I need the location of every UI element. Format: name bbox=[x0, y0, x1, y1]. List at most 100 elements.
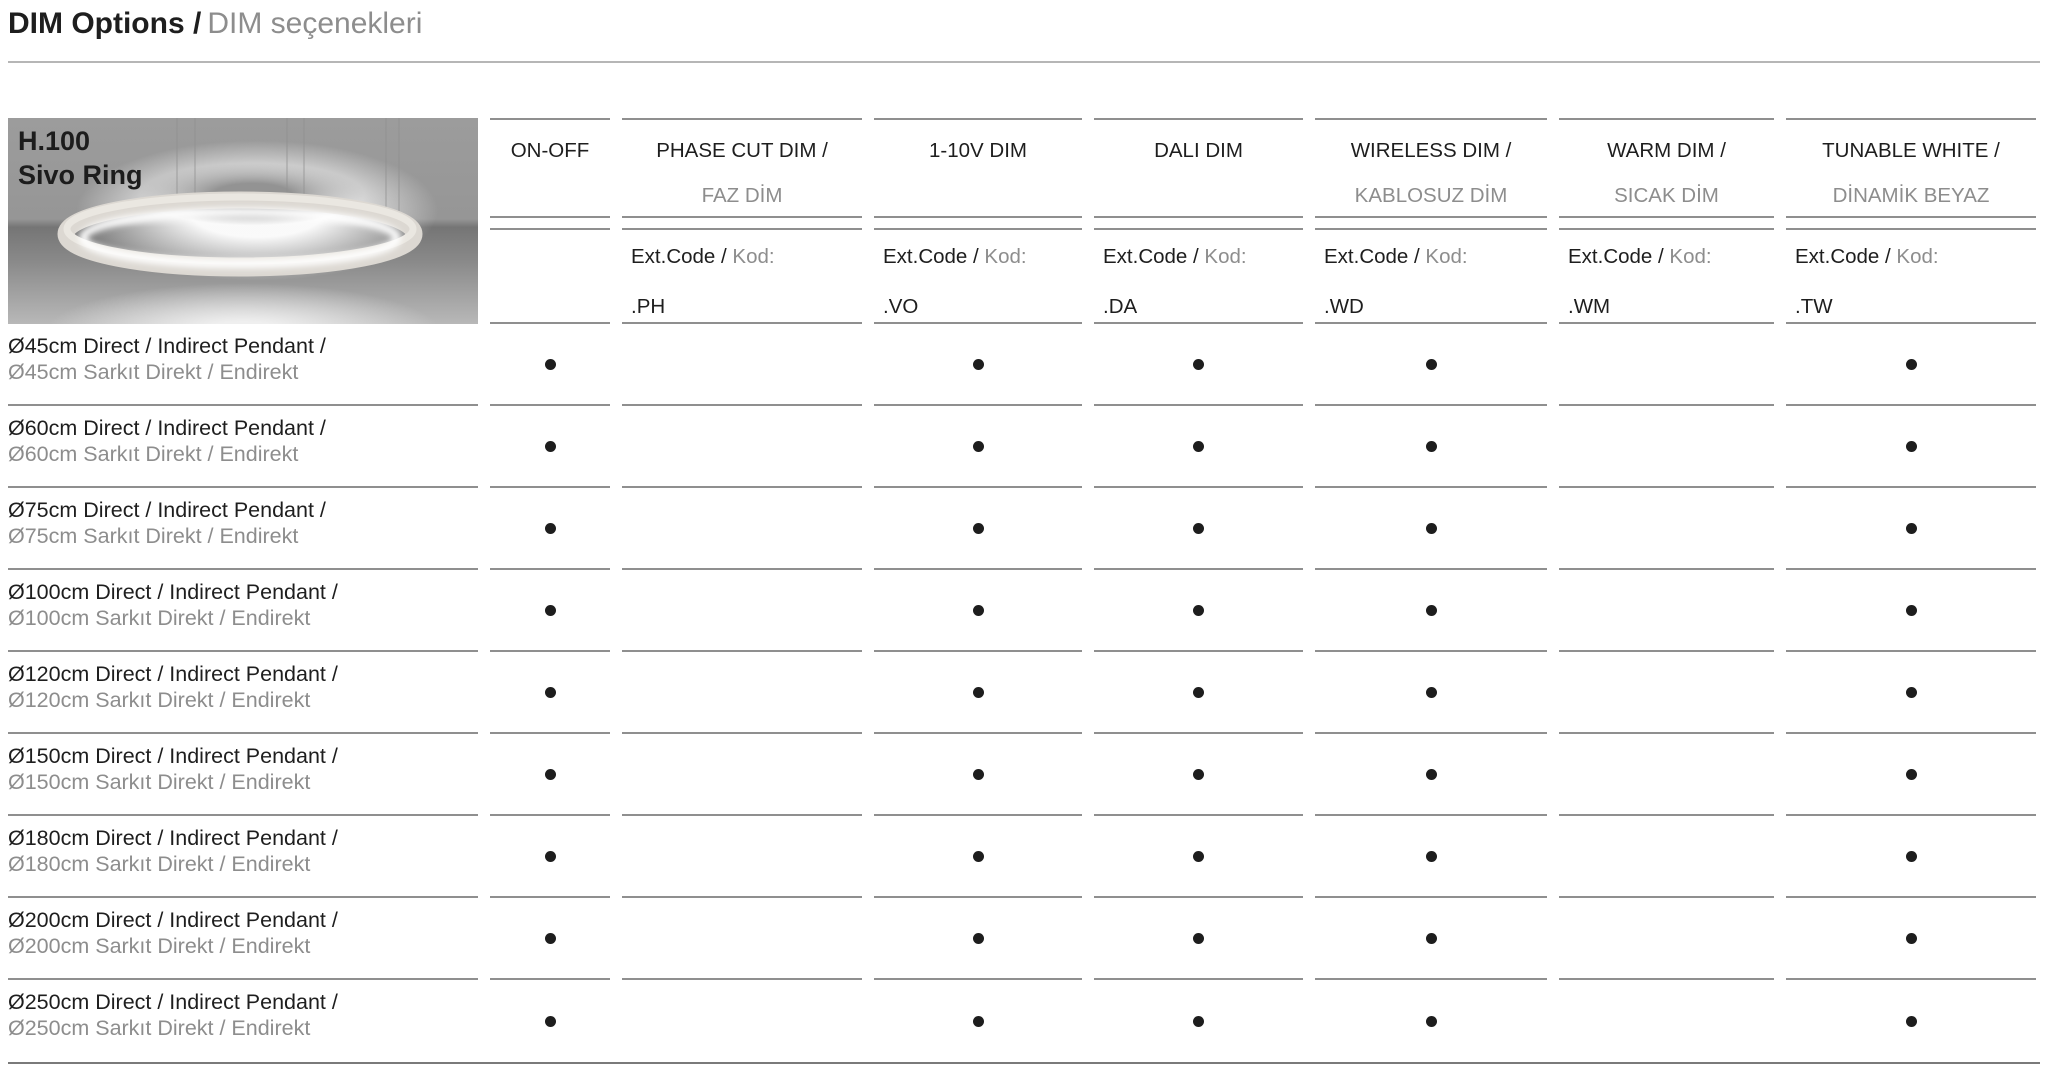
availability-cell-on-off bbox=[490, 898, 610, 980]
row-label-tr: Ø250cm Sarkıt Direkt / Endirekt bbox=[8, 1016, 311, 1040]
ext-code-label-tr: Kod: bbox=[1204, 245, 1247, 268]
availability-dot bbox=[544, 522, 556, 534]
availability-cell-1-10v-dim bbox=[874, 570, 1082, 652]
ext-code-label-tr: Kod: bbox=[1669, 245, 1712, 268]
row-label-tr: Ø150cm Sarkıt Direkt / Endirekt bbox=[8, 770, 311, 794]
header-divider-spacer-tunable-white bbox=[1786, 218, 2036, 228]
availability-dot bbox=[972, 1015, 984, 1027]
page-header: DIM Options / DIM seçenekleri bbox=[8, 0, 2040, 41]
ext-code-label: Ext.Code / Kod: bbox=[1795, 245, 2036, 268]
page-title: DIM Options / bbox=[8, 7, 202, 40]
ext-code-value: .WM bbox=[1568, 295, 1611, 318]
row-label: Ø150cm Direct / Indirect Pendant / Ø150cm… bbox=[8, 734, 478, 816]
ext-code-cell-on-off bbox=[490, 228, 610, 324]
header-divider-spacer-phase-cut-dim bbox=[622, 218, 862, 228]
availability-dot bbox=[1425, 686, 1437, 698]
row-label: Ø75cm Direct / Indirect Pendant / Ø75cm S… bbox=[8, 488, 478, 570]
availability-dot bbox=[1425, 358, 1437, 370]
product-name: Sivo Ring bbox=[18, 160, 143, 190]
column-title: ON-OFF bbox=[510, 139, 590, 162]
row-label-tr: Ø180cm Sarkıt Direkt / Endirekt bbox=[8, 852, 311, 876]
row-label-tr: Ø45cm Sarkıt Direkt / Endirekt bbox=[8, 360, 299, 384]
empty-cell-phase-cut-dim bbox=[622, 406, 862, 488]
availability-dot bbox=[1425, 768, 1437, 780]
column-header-tunable-white: TUNABLE WHITE / DİNAMİK BEYAZ bbox=[1786, 118, 2036, 218]
ext-code-label-en: Ext.Code / bbox=[1568, 245, 1670, 268]
empty-cell-warm-dim bbox=[1559, 324, 1774, 406]
row-label: Ø60cm Direct / Indirect Pendant / Ø60cm S… bbox=[8, 406, 478, 488]
row-label-tr: Ø120cm Sarkıt Direkt / Endirekt bbox=[8, 688, 311, 712]
availability-cell-dali-dim bbox=[1094, 652, 1303, 734]
availability-dot bbox=[544, 686, 556, 698]
availability-dot bbox=[1905, 522, 1917, 534]
availability-dot bbox=[1193, 358, 1204, 370]
header-divider-spacer-on-off bbox=[490, 218, 610, 228]
availability-dot bbox=[1425, 1015, 1437, 1027]
availability-cell-wireless-dim bbox=[1315, 324, 1547, 406]
availability-dot bbox=[1193, 1015, 1204, 1027]
column-title-translation: KABLOSUZ DİM bbox=[1354, 184, 1508, 207]
availability-dot bbox=[1193, 932, 1204, 944]
column-header-wireless-dim: WIRELESS DIM / KABLOSUZ DİM bbox=[1315, 118, 1547, 218]
empty-cell-phase-cut-dim bbox=[622, 980, 862, 1062]
row-label: Ø200cm Direct / Indirect Pendant / Ø200cm… bbox=[8, 898, 478, 980]
ext-code-label-en: Ext.Code / bbox=[1324, 245, 1426, 268]
row-label-en: Ø180cm Direct / Indirect Pendant / bbox=[8, 826, 338, 850]
availability-cell-1-10v-dim bbox=[874, 734, 1082, 816]
availability-dot bbox=[544, 1015, 556, 1027]
row-label-en: Ø45cm Direct / Indirect Pendant / bbox=[8, 334, 326, 358]
availability-dot bbox=[544, 358, 556, 370]
empty-cell-warm-dim bbox=[1559, 734, 1774, 816]
availability-cell-1-10v-dim bbox=[874, 816, 1082, 898]
availability-dot bbox=[972, 522, 984, 534]
availability-cell-tunable-white bbox=[1786, 980, 2036, 1062]
empty-cell-warm-dim bbox=[1559, 816, 1774, 898]
availability-cell-dali-dim bbox=[1094, 816, 1303, 898]
availability-dot bbox=[1905, 686, 1917, 698]
product-model: H.100 bbox=[18, 126, 91, 156]
ext-code-label-en: Ext.Code / bbox=[1795, 245, 1897, 268]
availability-cell-1-10v-dim bbox=[874, 406, 1082, 488]
availability-dot bbox=[1905, 1015, 1917, 1027]
row-label-tr: Ø100cm Sarkıt Direkt / Endirekt bbox=[8, 606, 311, 630]
availability-cell-1-10v-dim bbox=[874, 324, 1082, 406]
ext-code-label: Ext.Code / Kod: bbox=[883, 245, 1082, 268]
empty-cell-phase-cut-dim bbox=[622, 734, 862, 816]
availability-cell-dali-dim bbox=[1094, 980, 1303, 1062]
empty-cell-warm-dim bbox=[1559, 898, 1774, 980]
availability-cell-dali-dim bbox=[1094, 734, 1303, 816]
availability-dot bbox=[1425, 604, 1437, 616]
availability-dot bbox=[972, 850, 984, 862]
availability-cell-on-off bbox=[490, 734, 610, 816]
ext-code-label-tr: Kod: bbox=[984, 245, 1027, 268]
availability-dot bbox=[1193, 686, 1204, 698]
ext-code-label-tr: Kod: bbox=[732, 245, 775, 268]
row-label-tr: Ø200cm Sarkıt Direkt / Endirekt bbox=[8, 934, 311, 958]
ext-code-cell-wireless-dim: Ext.Code / Kod: .WD bbox=[1315, 228, 1547, 324]
row-label-en: Ø100cm Direct / Indirect Pendant / bbox=[8, 580, 338, 604]
availability-dot bbox=[544, 932, 556, 944]
availability-dot bbox=[1905, 604, 1917, 616]
row-label-en: Ø250cm Direct / Indirect Pendant / bbox=[8, 990, 338, 1014]
availability-dot bbox=[1193, 522, 1204, 534]
page-title-translation: DIM seçenekleri bbox=[207, 7, 423, 40]
availability-cell-wireless-dim bbox=[1315, 406, 1547, 488]
availability-dot bbox=[972, 358, 984, 370]
availability-cell-1-10v-dim bbox=[874, 898, 1082, 980]
title-divider bbox=[8, 61, 2040, 63]
availability-cell-1-10v-dim bbox=[874, 980, 1082, 1062]
header-divider-spacer-wireless-dim bbox=[1315, 218, 1547, 228]
row-label-en: Ø200cm Direct / Indirect Pendant / bbox=[8, 908, 338, 932]
availability-cell-tunable-white bbox=[1786, 406, 2036, 488]
empty-cell-phase-cut-dim bbox=[622, 898, 862, 980]
ext-code-value: .PH bbox=[631, 295, 666, 318]
row-label-tr: Ø75cm Sarkıt Direkt / Endirekt bbox=[8, 524, 299, 548]
ext-code-value: .VO bbox=[883, 295, 919, 318]
empty-cell-phase-cut-dim bbox=[622, 324, 862, 406]
dim-options-table: H.100 Sivo Ring ON-OFF PHASE CUT DIM / FAZ… bbox=[8, 118, 2040, 1064]
header-divider-spacer-1-10v-dim bbox=[874, 218, 1082, 228]
column-title: WIRELESS DIM / bbox=[1350, 139, 1512, 162]
row-label-en: Ø120cm Direct / Indirect Pendant / bbox=[8, 662, 338, 686]
availability-dot bbox=[1905, 358, 1917, 370]
empty-cell-warm-dim bbox=[1559, 488, 1774, 570]
